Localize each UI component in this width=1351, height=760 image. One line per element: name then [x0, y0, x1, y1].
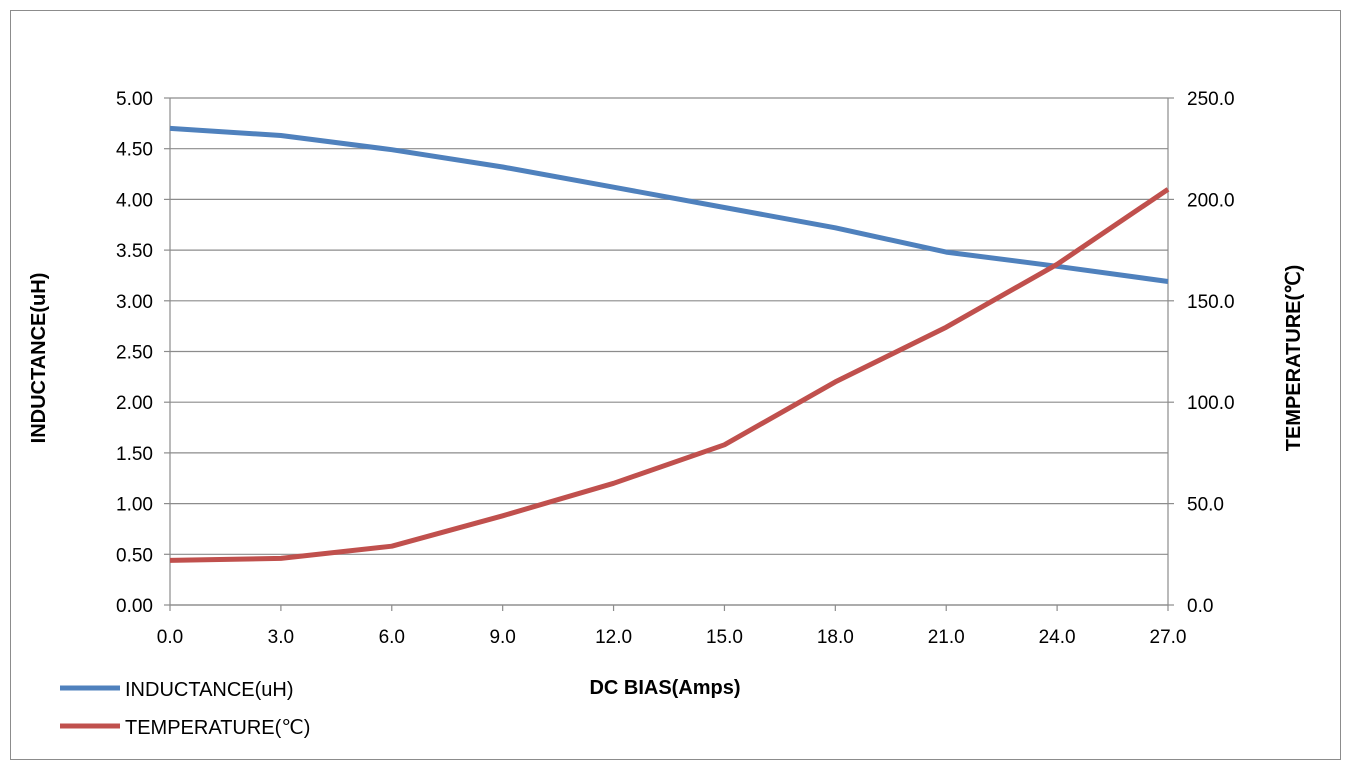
y-tick-label: 2.00 [116, 393, 153, 414]
y-tick-label: 2.50 [116, 343, 153, 364]
y2-tick-label: 100.0 [1187, 393, 1235, 414]
grid-layer [170, 97, 1168, 606]
x-tick-label: 12.0 [595, 627, 632, 648]
y-tick-label: 1.00 [116, 495, 153, 516]
y2-tick-label: 250.0 [1187, 89, 1235, 110]
series-line-inductance [169, 125, 1169, 284]
y-tick-label: 4.00 [116, 190, 153, 211]
y-axis-title: INDUCTANCE(uH) [28, 273, 50, 444]
x-tick-label: 0.0 [157, 627, 183, 648]
y2-tick-label: 150.0 [1187, 292, 1235, 313]
x-tick-label: 3.0 [268, 627, 294, 648]
y-tick-label: 0.50 [116, 545, 153, 566]
x-tick-label: 24.0 [1039, 627, 1076, 648]
tick-layer: 0.0 3.0 6.0 9.0 12.0 15.0 18.0 21.0 24.0 27.00.00… [116, 89, 1235, 648]
y2-tick-label: 200.0 [1187, 190, 1235, 211]
y-tick-label: 4.50 [116, 140, 153, 161]
series-layer [169, 125, 1170, 563]
y2-tick-label: 0.0 [1187, 596, 1213, 617]
x-tick-label: 6.0 [379, 627, 405, 648]
chart-frame [10, 10, 1341, 760]
x-tick-label: 21.0 [928, 627, 965, 648]
y2-tick-label: 50.0 [1187, 495, 1224, 516]
x-tick-label: 27.0 [1150, 627, 1187, 648]
axis-layer [164, 97, 1174, 611]
y-tick-label: 0.00 [116, 596, 153, 617]
y2-axis-title: TEMPERATURE(℃) [1283, 265, 1305, 452]
y-tick-label: 1.50 [116, 444, 153, 465]
legend-label-inductance: INDUCTANCE(uH) [125, 679, 294, 701]
x-tick-label: 18.0 [817, 627, 854, 648]
x-tick-label: 9.0 [489, 627, 515, 648]
y-tick-label: 3.00 [116, 292, 153, 313]
series-line-temperature [169, 187, 1170, 563]
x-tick-label: 15.0 [706, 627, 743, 648]
legend: INDUCTANCE(uH) TEMPERATURE(℃) [60, 679, 310, 739]
y-tick-label: 5.00 [116, 89, 153, 110]
x-axis-title: DC BIAS(Amps) [589, 677, 740, 699]
y-tick-label: 3.50 [116, 241, 153, 262]
legend-label-temperature: TEMPERATURE(℃) [125, 717, 310, 739]
